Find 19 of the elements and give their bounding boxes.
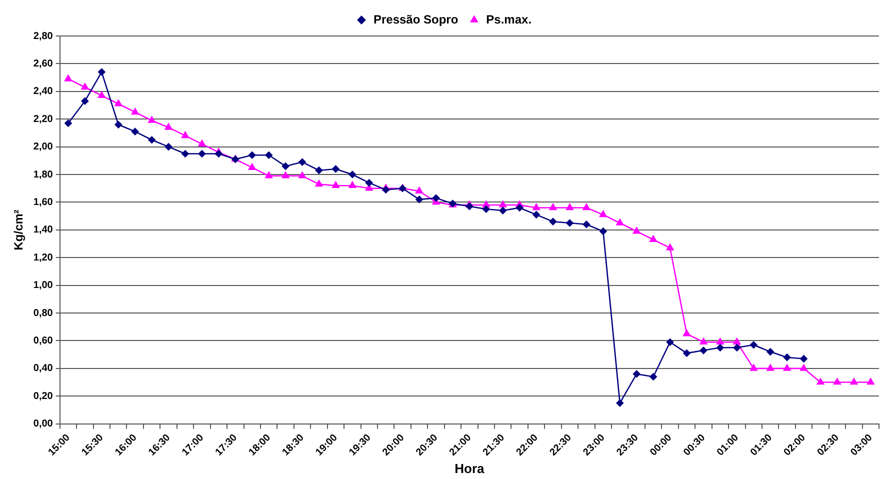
legend-label: Pressão Sopro xyxy=(373,12,458,26)
y-tick-label: 1,00 xyxy=(33,280,54,292)
y-tick-label: 2,40 xyxy=(33,86,54,98)
y-tick-label: 0,40 xyxy=(33,363,54,374)
y-tick-label: 2,80 xyxy=(33,30,54,42)
y-tick-label: 0,00 xyxy=(33,418,54,430)
y-tick-label: 0,60 xyxy=(33,335,54,346)
y-axis-title: Kg/cm² xyxy=(12,210,26,250)
y-tick-label: 1,40 xyxy=(33,224,54,236)
y-tick-label: 2,60 xyxy=(33,58,54,70)
y-tick-label: 1,60 xyxy=(33,196,54,208)
y-tick-label: 0,80 xyxy=(33,308,54,319)
y-tick-label: 0,20 xyxy=(33,390,54,402)
y-tick-label: 1,80 xyxy=(33,169,54,180)
legend-label: Ps.max. xyxy=(486,12,532,26)
y-tick-label: 1,20 xyxy=(33,252,54,264)
y-tick-label: 2,20 xyxy=(33,114,54,125)
x-axis-title: Hora xyxy=(454,460,486,476)
y-tick-label: 2,00 xyxy=(33,142,54,153)
